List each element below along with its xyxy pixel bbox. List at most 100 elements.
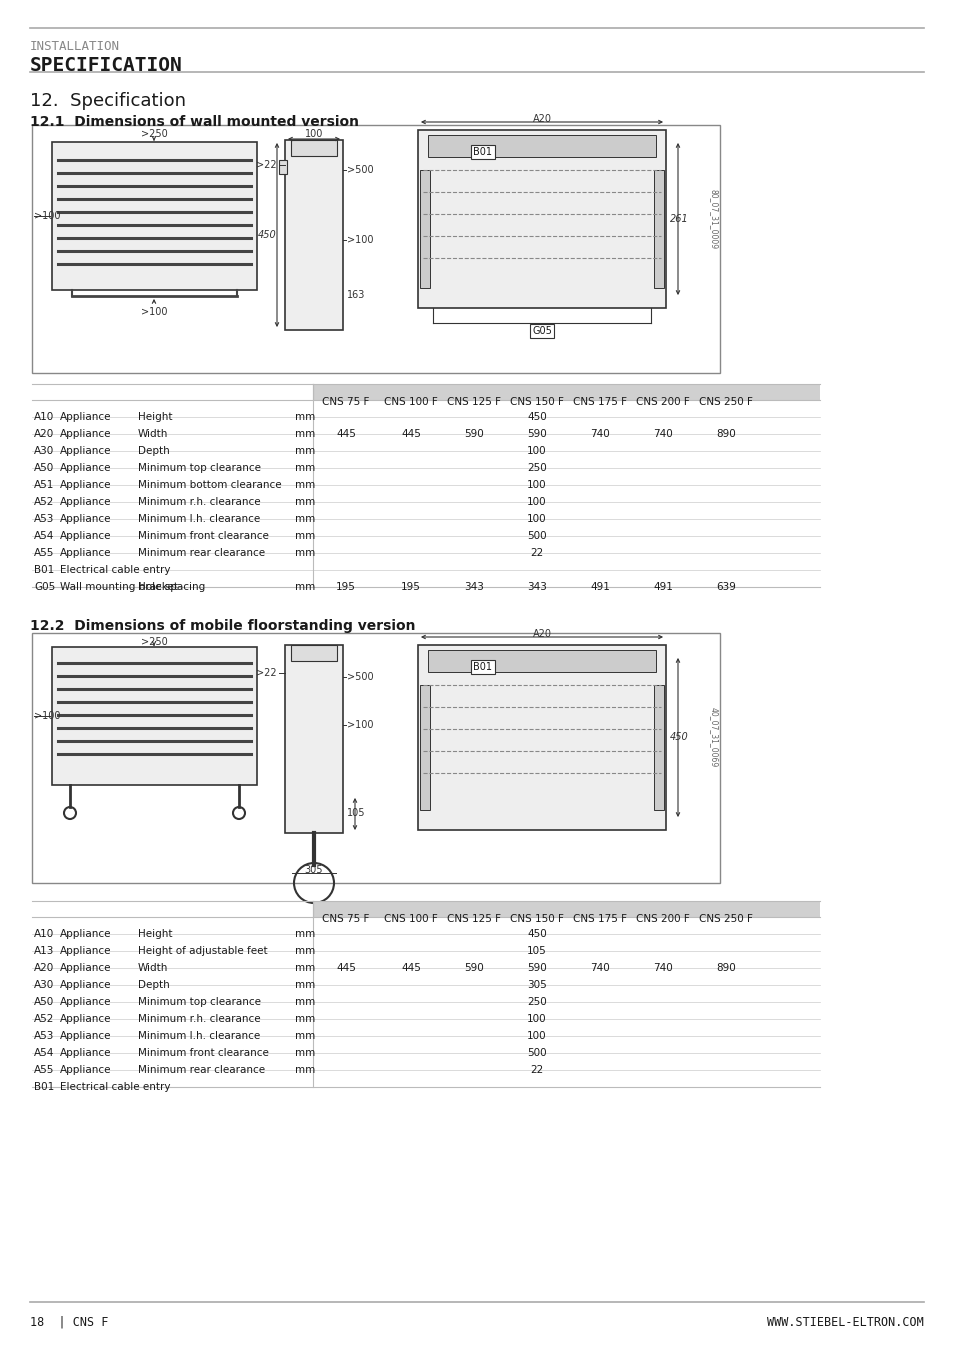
- Text: 450: 450: [257, 230, 276, 240]
- Bar: [654, 170, 663, 288]
- Text: A10: A10: [34, 929, 54, 940]
- Text: Minimum rear clearance: Minimum rear clearance: [138, 548, 265, 558]
- Text: 450: 450: [669, 732, 688, 742]
- Text: mm: mm: [294, 446, 314, 456]
- Text: A20: A20: [532, 629, 551, 639]
- Text: Width: Width: [138, 963, 168, 973]
- Text: A55: A55: [34, 548, 54, 558]
- Bar: [52, 142, 256, 290]
- Text: 105: 105: [527, 946, 546, 956]
- Text: Minimum top clearance: Minimum top clearance: [138, 463, 261, 472]
- Text: A20: A20: [34, 963, 54, 973]
- Text: 343: 343: [463, 582, 483, 593]
- Text: CNS 250 F: CNS 250 F: [699, 397, 752, 406]
- Text: 890: 890: [716, 963, 735, 973]
- Bar: [417, 130, 665, 308]
- Text: Appliance: Appliance: [60, 980, 112, 990]
- Text: Height of adjustable feet: Height of adjustable feet: [138, 946, 268, 956]
- Bar: [419, 684, 430, 810]
- Text: Appliance: Appliance: [60, 929, 112, 940]
- Text: mm: mm: [294, 531, 314, 541]
- Text: 590: 590: [464, 429, 483, 439]
- Text: Minimum r.h. clearance: Minimum r.h. clearance: [138, 1014, 260, 1025]
- Text: 491: 491: [653, 582, 672, 593]
- Text: A52: A52: [34, 497, 54, 508]
- Text: 12.1  Dimensions of wall mounted version: 12.1 Dimensions of wall mounted version: [30, 115, 358, 130]
- Text: CNS 75 F: CNS 75 F: [322, 914, 370, 923]
- Text: 500: 500: [527, 531, 546, 541]
- Text: 740: 740: [653, 963, 672, 973]
- Bar: [32, 126, 720, 373]
- Text: A30: A30: [34, 980, 54, 990]
- Bar: [32, 633, 720, 883]
- Text: CNS 100 F: CNS 100 F: [384, 397, 437, 406]
- Text: Depth: Depth: [138, 980, 170, 990]
- Text: >100: >100: [141, 306, 167, 317]
- Text: 491: 491: [590, 582, 609, 593]
- Text: CNS 150 F: CNS 150 F: [510, 397, 563, 406]
- Text: 740: 740: [590, 963, 609, 973]
- Text: 100: 100: [527, 1014, 546, 1025]
- Text: 445: 445: [335, 429, 355, 439]
- Text: >250: >250: [140, 637, 167, 647]
- Text: mm: mm: [294, 481, 314, 490]
- Text: 445: 445: [400, 963, 420, 973]
- Text: mm: mm: [294, 946, 314, 956]
- Text: 305: 305: [304, 865, 323, 875]
- Bar: [291, 645, 336, 662]
- Text: A20: A20: [34, 429, 54, 439]
- Text: A51: A51: [34, 481, 54, 490]
- Text: 740: 740: [653, 429, 672, 439]
- Text: 100: 100: [527, 514, 546, 524]
- Text: mm: mm: [294, 463, 314, 472]
- Text: A53: A53: [34, 514, 54, 524]
- Text: 195: 195: [400, 582, 420, 593]
- Text: Minimum rear clearance: Minimum rear clearance: [138, 1065, 265, 1075]
- Text: Height: Height: [138, 412, 172, 423]
- Text: Appliance: Appliance: [60, 429, 112, 439]
- Text: Electrical cable entry: Electrical cable entry: [60, 566, 171, 575]
- Text: 40_07_31_0069: 40_07_31_0069: [709, 707, 718, 767]
- Text: CNS 175 F: CNS 175 F: [573, 914, 626, 923]
- Text: CNS 75 F: CNS 75 F: [322, 397, 370, 406]
- Text: Appliance: Appliance: [60, 946, 112, 956]
- Text: mm: mm: [294, 497, 314, 508]
- Text: Appliance: Appliance: [60, 1031, 112, 1041]
- Text: mm: mm: [294, 548, 314, 558]
- Text: 890: 890: [716, 429, 735, 439]
- Text: 639: 639: [716, 582, 735, 593]
- Text: 100: 100: [527, 481, 546, 490]
- Bar: [278, 161, 287, 174]
- Text: B01: B01: [473, 147, 492, 157]
- Text: CNS 250 F: CNS 250 F: [699, 914, 752, 923]
- Text: Appliance: Appliance: [60, 531, 112, 541]
- Text: 12.2  Dimensions of mobile floorstanding version: 12.2 Dimensions of mobile floorstanding …: [30, 620, 416, 633]
- Text: Hole spacing: Hole spacing: [138, 582, 205, 593]
- Text: 450: 450: [527, 929, 546, 940]
- Text: A30: A30: [34, 446, 54, 456]
- Text: 195: 195: [335, 582, 355, 593]
- Text: CNS 200 F: CNS 200 F: [636, 397, 689, 406]
- Text: Width: Width: [138, 429, 168, 439]
- Bar: [419, 170, 430, 288]
- Text: 590: 590: [464, 963, 483, 973]
- Text: A50: A50: [34, 998, 54, 1007]
- Text: A50: A50: [34, 463, 54, 472]
- Text: 18  | CNS F: 18 | CNS F: [30, 1316, 109, 1328]
- Text: Appliance: Appliance: [60, 1048, 112, 1058]
- Text: A54: A54: [34, 531, 54, 541]
- Text: mm: mm: [294, 963, 314, 973]
- Text: mm: mm: [294, 998, 314, 1007]
- Text: B01: B01: [473, 662, 492, 672]
- Text: >22: >22: [256, 161, 276, 170]
- Text: INSTALLATION: INSTALLATION: [30, 40, 120, 53]
- Text: CNS 150 F: CNS 150 F: [510, 914, 563, 923]
- Text: >100: >100: [347, 235, 374, 244]
- Text: Electrical cable entry: Electrical cable entry: [60, 1081, 171, 1092]
- Text: >100: >100: [347, 720, 374, 730]
- Text: Minimum l.h. clearance: Minimum l.h. clearance: [138, 514, 260, 524]
- Text: Minimum front clearance: Minimum front clearance: [138, 1048, 269, 1058]
- Text: mm: mm: [294, 1031, 314, 1041]
- Bar: [313, 900, 820, 917]
- Text: A53: A53: [34, 1031, 54, 1041]
